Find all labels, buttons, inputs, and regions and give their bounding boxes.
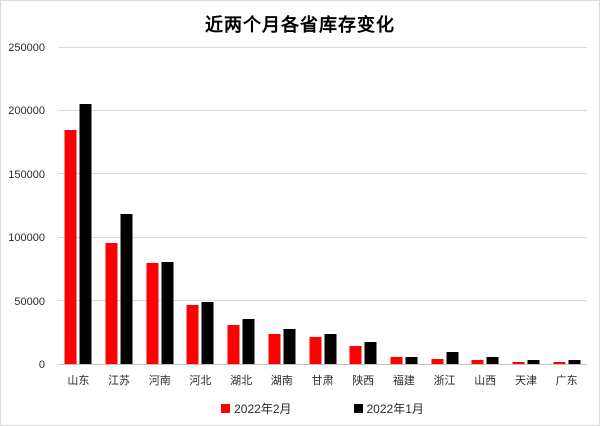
- x-axis-label: 天津: [514, 375, 537, 387]
- bar: [405, 356, 418, 364]
- legend-swatch-icon: [221, 403, 231, 413]
- y-tick-label: 200000: [8, 105, 45, 118]
- bar: [186, 304, 199, 364]
- legend-item: 2022年2月: [221, 400, 292, 417]
- bar: [105, 242, 118, 364]
- y-tick-label: 250000: [8, 42, 45, 54]
- bar-group: [146, 48, 174, 364]
- gridline: [58, 47, 587, 48]
- bar: [364, 341, 377, 364]
- y-axis-tick-labels: 0 50000 100000 150000 200000 250000: [1, 42, 49, 371]
- bar: [201, 302, 214, 364]
- chart-title: 近两个月各省库存变化: [205, 15, 395, 35]
- bar-group: [553, 48, 581, 364]
- bar-group: [186, 48, 214, 364]
- x-axis-label: 山东: [67, 375, 90, 387]
- bar-group: [512, 48, 540, 364]
- legend-item: 2022年1月: [353, 400, 424, 417]
- bar: [568, 360, 581, 364]
- legend: 2022年2月 2022年1月: [58, 397, 587, 419]
- bar: [390, 357, 403, 364]
- x-axis-label: 山西: [474, 375, 497, 387]
- bar-group: [471, 48, 499, 364]
- x-axis-label: 甘肃: [311, 375, 334, 387]
- bar: [64, 130, 77, 364]
- legend-label: 2022年1月: [366, 401, 424, 416]
- plot-area: [58, 47, 587, 365]
- x-axis-label: 江苏: [108, 375, 131, 387]
- x-axis-label: 陕西: [352, 375, 375, 387]
- bar: [146, 262, 159, 364]
- x-axis-label: 河南: [148, 375, 171, 387]
- bar-group: [227, 48, 255, 364]
- bar: [446, 351, 459, 364]
- bar: [79, 103, 92, 364]
- legend-label: 2022年2月: [234, 401, 292, 416]
- x-axis-label: 浙江: [433, 375, 456, 387]
- bar-group: [64, 48, 92, 364]
- x-axis-label: 广东: [555, 375, 578, 387]
- bar: [242, 318, 255, 364]
- gridline: [58, 110, 587, 112]
- legend-swatch-icon: [353, 403, 363, 413]
- bar: [553, 361, 566, 364]
- bar: [486, 357, 499, 364]
- x-axis-label: 湖北: [230, 375, 253, 387]
- bar: [120, 213, 133, 364]
- x-axis-label: 福建: [392, 375, 415, 387]
- bar-group: [268, 48, 296, 364]
- bar: [431, 359, 444, 364]
- gridline: [58, 173, 587, 175]
- bar-group: [390, 48, 418, 364]
- bar: [161, 261, 174, 364]
- y-tick-label: 0: [38, 359, 45, 371]
- bar-group: [309, 48, 336, 364]
- bar: [283, 329, 296, 364]
- bar: [527, 360, 540, 364]
- y-tick-label: 50000: [14, 295, 45, 308]
- bar-group: [349, 48, 377, 364]
- bar-group: [431, 48, 459, 364]
- bar: [324, 334, 336, 364]
- bar: [512, 361, 525, 364]
- bar: [349, 346, 362, 364]
- bar: [268, 334, 281, 364]
- x-axis-category-labels: 山东 江苏 河南 河北 湖北 湖南 甘肃 陕西 福建 浙江 山西 天津 广东: [58, 372, 587, 388]
- gridline: [58, 236, 587, 238]
- y-tick-label: 150000: [8, 168, 45, 181]
- bar-group: [105, 48, 133, 364]
- y-tick-label: 100000: [8, 232, 45, 245]
- bar: [227, 325, 240, 364]
- bar: [471, 360, 484, 364]
- x-axis-label: 湖南: [270, 375, 293, 387]
- gridline: [58, 299, 587, 301]
- x-axis-label: 河北: [189, 375, 212, 387]
- bar: [309, 337, 321, 364]
